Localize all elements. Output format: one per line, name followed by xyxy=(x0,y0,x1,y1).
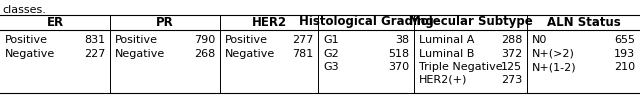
Text: 372: 372 xyxy=(501,49,522,59)
Text: 288: 288 xyxy=(501,35,522,45)
Text: 831: 831 xyxy=(84,35,105,45)
Text: 38: 38 xyxy=(395,35,409,45)
Text: 277: 277 xyxy=(292,35,313,45)
Text: Positive: Positive xyxy=(5,35,48,45)
Text: PR: PR xyxy=(156,16,174,29)
Text: Negative: Negative xyxy=(5,49,55,59)
Text: G1: G1 xyxy=(323,35,339,45)
Text: classes.: classes. xyxy=(2,5,46,15)
Text: G3: G3 xyxy=(323,62,339,72)
Text: N+(>2): N+(>2) xyxy=(532,49,575,59)
Text: N0: N0 xyxy=(532,35,548,45)
Text: Negative: Negative xyxy=(225,49,275,59)
Text: 518: 518 xyxy=(388,49,409,59)
Text: 193: 193 xyxy=(614,49,635,59)
Text: 125: 125 xyxy=(501,62,522,72)
Text: HER2: HER2 xyxy=(252,16,287,29)
Text: Luminal B: Luminal B xyxy=(419,49,474,59)
Text: Negative: Negative xyxy=(115,49,165,59)
Text: Molecular Subtype: Molecular Subtype xyxy=(409,16,532,29)
Text: 790: 790 xyxy=(194,35,215,45)
Text: 370: 370 xyxy=(388,62,409,72)
Text: ALN Status: ALN Status xyxy=(547,16,621,29)
Text: Positive: Positive xyxy=(225,35,268,45)
Text: Triple Negative: Triple Negative xyxy=(419,62,502,72)
Text: Luminal A: Luminal A xyxy=(419,35,474,45)
Text: Positive: Positive xyxy=(115,35,158,45)
Text: 268: 268 xyxy=(194,49,215,59)
Text: N+(1-2): N+(1-2) xyxy=(532,62,577,72)
Text: 781: 781 xyxy=(292,49,313,59)
Text: 227: 227 xyxy=(84,49,105,59)
Text: ER: ER xyxy=(47,16,63,29)
Text: Histological Grading: Histological Grading xyxy=(299,16,433,29)
Text: G2: G2 xyxy=(323,49,339,59)
Text: HER2(+): HER2(+) xyxy=(419,75,467,85)
Text: 210: 210 xyxy=(614,62,635,72)
Text: 273: 273 xyxy=(501,75,522,85)
Text: 655: 655 xyxy=(614,35,635,45)
